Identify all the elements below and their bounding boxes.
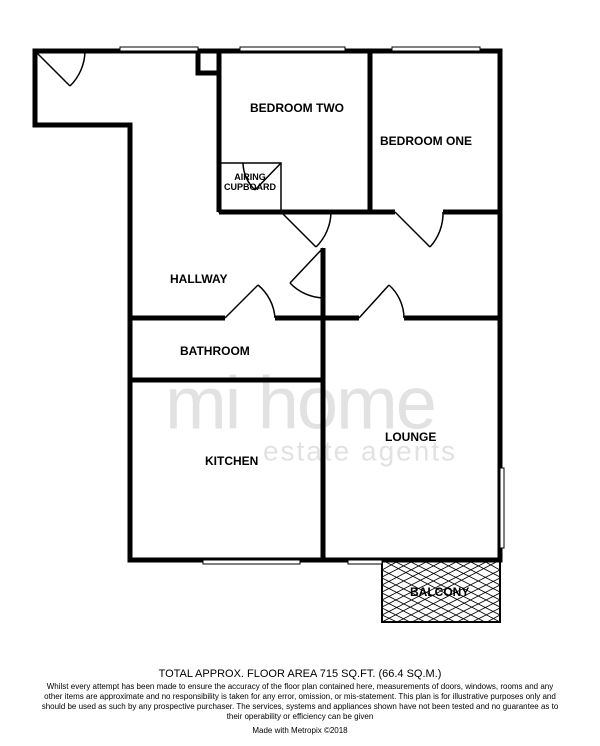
label-bedroom-one: BEDROOM ONE bbox=[380, 134, 472, 148]
made-with-text: Made with Metropix ©2018 bbox=[40, 726, 560, 735]
outer-wall bbox=[35, 51, 500, 560]
label-lounge: LOUNGE bbox=[385, 430, 436, 444]
label-bedroom-two: BEDROOM TWO bbox=[250, 101, 344, 115]
label-hallway: HALLWAY bbox=[170, 272, 228, 286]
label-bathroom: BATHROOM bbox=[180, 344, 250, 358]
label-airing: AIRINGCUPBOARD bbox=[222, 173, 278, 193]
interior-walls bbox=[130, 51, 500, 560]
floorplan-canvas: mi home estate agents BEDROOM TWO BEDROO… bbox=[0, 0, 600, 746]
label-balcony: BALCONY bbox=[410, 585, 469, 599]
disclaimer-text: Whilst every attempt has been made to en… bbox=[40, 682, 560, 722]
label-kitchen: KITCHEN bbox=[205, 454, 258, 468]
total-area-line: TOTAL APPROX. FLOOR AREA 715 SQ.FT. (66.… bbox=[40, 668, 560, 680]
